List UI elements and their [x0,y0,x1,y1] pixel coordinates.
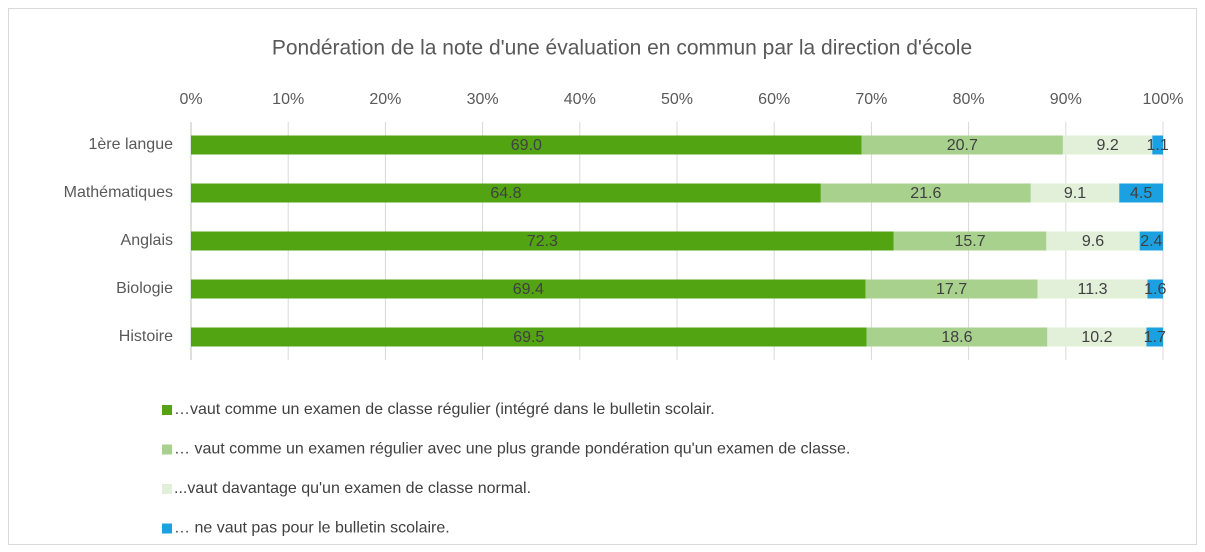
x-tick-label: 40% [564,91,596,108]
bar-segment [820,183,1031,203]
bar-segment [1152,135,1163,155]
x-tick-label: 0% [179,91,202,108]
bar-segment [191,135,862,155]
y-tick-label: Mathématiques [64,184,173,201]
y-tick-label: Histoire [119,328,173,345]
x-tick-label: 60% [758,91,790,108]
bar-segment [1046,231,1140,251]
bar-segment [191,231,894,251]
x-tick-label: 50% [661,91,693,108]
bar-segment [893,231,1047,251]
data-label: 69.0 [511,137,542,154]
y-tick-label: 1ère langue [88,136,173,153]
x-tick-label: 30% [467,91,499,108]
legend-swatch [162,405,172,415]
x-tick-label: 70% [855,91,887,108]
bar-segment [861,135,1063,155]
data-label: 69.4 [513,281,544,298]
data-label: 4.5 [1130,185,1152,202]
data-label: 69.5 [513,329,544,346]
x-tick-label: 10% [272,91,304,108]
bar-segment [1146,327,1163,347]
data-label: 21.6 [910,185,941,202]
chart-title: Pondération de la note d'une évaluation … [272,37,972,60]
chart-border [8,8,1197,545]
y-tick-label: Biologie [116,280,173,297]
bar-segment [1119,183,1163,203]
legend-swatch [162,484,172,494]
x-tick-label: 20% [369,91,401,108]
legend-label: … vaut comme un examen régulier avec une… [174,441,850,458]
bar-segment [1139,231,1163,251]
bar-segment [865,279,1038,299]
bar-segment [1062,135,1153,155]
bar-segment [191,183,821,203]
x-tick-label: 100% [1143,91,1184,108]
data-label: 20.7 [947,137,978,154]
data-label: 9.6 [1082,233,1104,250]
data-label: 9.1 [1064,185,1086,202]
legend-swatch [162,444,172,455]
data-label: 1.6 [1144,281,1166,298]
legend-label: ...vaut davantage qu'un examen de classe… [174,480,531,497]
data-label: 64.8 [490,185,521,202]
bar-segment [1037,279,1148,299]
legend-label: …vaut comme un examen de classe régulier… [174,401,715,418]
bar-segment [191,327,867,347]
data-label: 15.7 [954,233,985,250]
legend-swatch [162,523,172,534]
data-label: 1.7 [1144,329,1166,346]
bar-segment [866,327,1048,347]
bar-segment [191,279,866,299]
bar-segment [1047,327,1147,347]
data-label: 2.4 [1140,233,1162,250]
legend-label: … ne vaut pas pour le bulletin scolaire. [174,520,450,537]
bar-segment [1147,279,1163,299]
data-label: 10.2 [1081,329,1112,346]
y-tick-label: Anglais [121,232,173,249]
data-label: 17.7 [936,281,967,298]
x-tick-label: 90% [1050,91,1082,108]
data-label: 1.1 [1147,137,1169,154]
bar-segment [1030,183,1120,203]
data-label: 18.6 [941,329,972,346]
x-tick-label: 80% [953,91,985,108]
data-label: 11.3 [1078,281,1108,298]
data-label: 9.2 [1096,137,1118,154]
data-label: 72.3 [527,233,558,250]
